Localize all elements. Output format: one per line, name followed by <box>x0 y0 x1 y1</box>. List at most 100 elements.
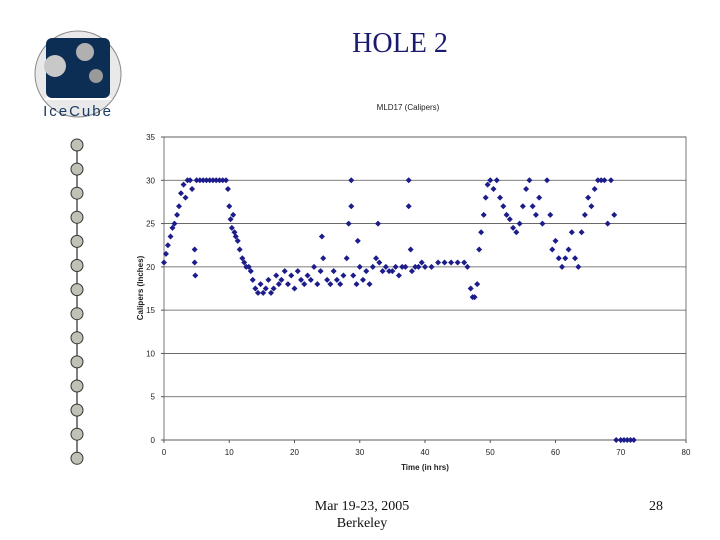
data-point <box>428 263 435 270</box>
data-point <box>549 246 556 253</box>
data-point <box>476 246 483 253</box>
data-point <box>572 255 579 262</box>
data-point <box>526 177 533 184</box>
data-point <box>180 181 187 188</box>
logo-sphere <box>89 69 103 83</box>
x-tick-label: 0 <box>162 448 167 457</box>
data-point <box>330 268 337 275</box>
data-point <box>288 272 295 279</box>
data-point <box>224 185 231 192</box>
data-point <box>167 233 174 240</box>
chart-title: MLD17 (Calipers) <box>377 103 440 112</box>
data-point <box>373 255 380 262</box>
data-point <box>291 285 298 292</box>
data-point <box>262 285 269 292</box>
data-point <box>369 263 376 270</box>
data-point <box>562 255 569 262</box>
data-point <box>257 281 264 288</box>
data-point <box>601 177 608 184</box>
data-point <box>333 276 340 283</box>
string-module <box>70 186 84 200</box>
data-point <box>247 268 254 275</box>
data-point <box>230 211 237 218</box>
string-module <box>70 307 84 321</box>
page-number: 28 <box>649 499 663 514</box>
data-point <box>621 437 628 443</box>
x-tick-label: 30 <box>355 448 364 457</box>
data-point <box>568 229 575 236</box>
data-point <box>395 272 402 279</box>
data-point <box>348 203 355 210</box>
data-point <box>273 272 280 279</box>
data-point <box>405 177 412 184</box>
x-tick-label: 20 <box>290 448 299 457</box>
data-point <box>578 229 585 236</box>
string-module <box>70 283 84 297</box>
data-point <box>298 276 305 283</box>
string-module <box>70 210 84 224</box>
data-point <box>162 250 169 257</box>
data-point <box>547 211 554 218</box>
data-point <box>260 289 267 296</box>
data-point <box>353 281 360 288</box>
x-axis-label: Time (in hrs) <box>401 463 449 472</box>
data-point <box>301 281 308 288</box>
y-axis-label: Calipers (Inches) <box>136 255 145 320</box>
x-tick-label: 70 <box>616 448 625 457</box>
data-point <box>607 177 614 184</box>
data-point <box>200 177 207 184</box>
data-point <box>454 259 461 266</box>
string-module <box>70 355 84 369</box>
x-tick-label: 60 <box>551 448 560 457</box>
data-point <box>487 177 494 184</box>
data-point <box>249 276 256 283</box>
data-point <box>317 268 324 275</box>
data-point <box>311 263 318 270</box>
string-module <box>70 403 84 417</box>
data-point <box>356 263 363 270</box>
y-tick-label: 15 <box>146 306 155 315</box>
data-point <box>484 181 491 188</box>
data-point <box>627 437 634 443</box>
data-point <box>435 259 442 266</box>
data-point <box>169 224 176 231</box>
data-point <box>219 177 226 184</box>
data-point <box>171 220 178 227</box>
data-point <box>630 437 637 443</box>
data-point <box>206 177 213 184</box>
data-point <box>402 263 409 270</box>
data-point <box>503 211 510 218</box>
data-point <box>407 246 414 253</box>
data-point <box>191 259 198 266</box>
data-point <box>506 216 513 223</box>
x-tick-label: 10 <box>225 448 234 457</box>
string-module <box>70 451 84 465</box>
data-point <box>360 276 367 283</box>
string-module <box>70 379 84 393</box>
data-point <box>327 281 334 288</box>
data-point <box>254 289 261 296</box>
data-point <box>191 246 198 253</box>
data-point <box>265 276 272 283</box>
data-point <box>412 263 419 270</box>
data-point <box>307 276 314 283</box>
data-point <box>177 190 184 197</box>
data-point <box>408 268 415 275</box>
data-point <box>565 246 572 253</box>
data-point <box>176 203 183 210</box>
data-point <box>174 211 181 218</box>
data-point <box>523 185 530 192</box>
data-point <box>187 177 194 184</box>
data-point <box>239 255 246 262</box>
data-point <box>478 229 485 236</box>
data-point <box>363 268 370 275</box>
data-point <box>467 285 474 292</box>
data-point <box>231 229 238 236</box>
data-point <box>226 203 233 210</box>
data-point <box>196 177 203 184</box>
data-point <box>222 177 229 184</box>
data-point <box>161 259 167 266</box>
data-point <box>604 220 611 227</box>
data-point <box>294 268 301 275</box>
